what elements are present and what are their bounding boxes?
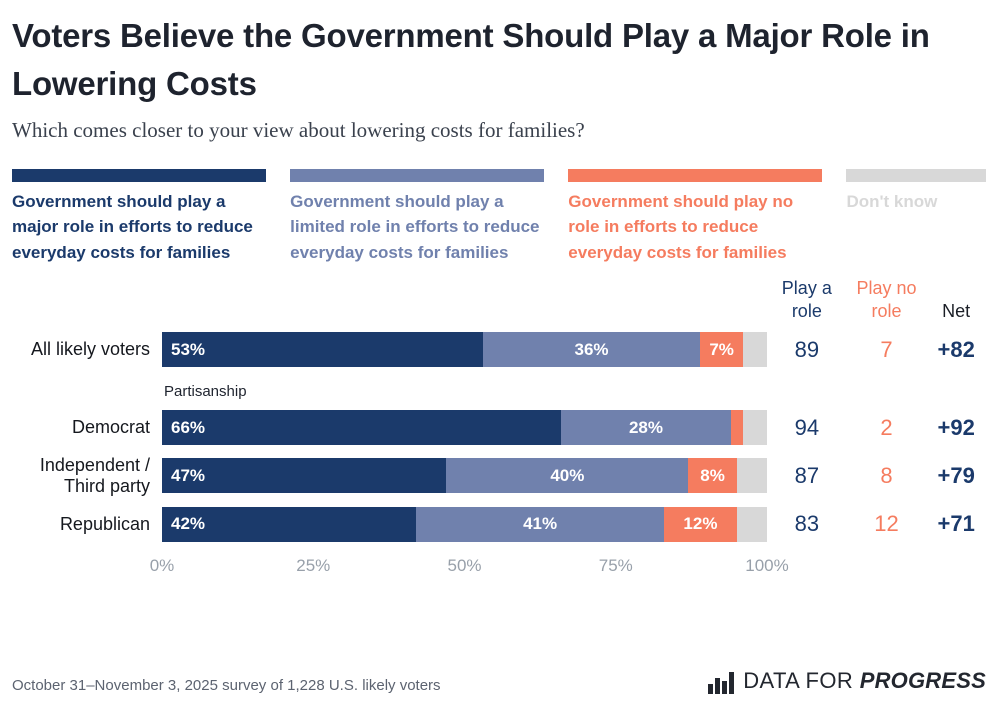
- stacked-bar: 47% 40% 8%: [162, 458, 767, 494]
- bar-segment-dont_know: [742, 332, 767, 368]
- legend-item-major-role: Government should play a major role in e…: [12, 168, 267, 266]
- source-note: October 31–November 3, 2025 survey of 1,…: [12, 677, 441, 694]
- stat-play-no-role: 12: [874, 511, 899, 537]
- bar-segment-major: 53%: [162, 332, 483, 368]
- page-title: Voters Believe the Government Should Pla…: [12, 17, 930, 102]
- legend-item-limited-role: Government should play a limited role in…: [290, 168, 545, 266]
- row-label: Democrat: [71, 417, 150, 438]
- bar-segment-major: 47%: [162, 458, 447, 494]
- stacked-bar: 66% 28%: [162, 410, 767, 446]
- stat-play-a-role: 94: [794, 414, 820, 440]
- bar-segment-limited: 41%: [416, 506, 665, 542]
- stat-net: +79: [937, 462, 975, 488]
- x-axis-tick: 25%: [296, 555, 331, 575]
- bar-segment-limited: 40%: [446, 458, 689, 494]
- bar-segment-dont_know: [742, 410, 767, 446]
- legend-label-dont-know: Don't know: [846, 191, 938, 211]
- legend-swatch-dont-know: [846, 168, 986, 182]
- stacked-bar: 53% 36% 7%: [162, 332, 767, 368]
- stat-net: +82: [937, 336, 975, 362]
- logo-text-regular: DATA FOR: [743, 668, 860, 693]
- stat-play-no-role: 8: [880, 462, 893, 488]
- legend-item-dont-know: Don't know: [846, 168, 986, 266]
- bar-segment-no_role: 12%: [664, 506, 737, 542]
- legend: Government should play a major role in e…: [12, 168, 986, 266]
- footer: October 31–November 3, 2025 survey of 1,…: [12, 668, 986, 694]
- bar-chart-icon: [708, 672, 735, 694]
- bar-segment-major: 42%: [162, 506, 417, 542]
- stat-play-a-role: 83: [794, 511, 820, 537]
- stats-header-net: Net: [942, 300, 971, 321]
- x-axis-tick: 50%: [447, 555, 482, 575]
- stat-play-a-role: 87: [794, 462, 820, 488]
- row-label: Republican: [59, 513, 150, 534]
- bar-segment-dont_know: [736, 506, 767, 542]
- x-axis-tick: 0%: [149, 555, 175, 575]
- bar-segment-no_role: 8%: [688, 458, 737, 494]
- legend-swatch-no-role: [568, 168, 823, 182]
- stat-net: +71: [937, 511, 975, 537]
- stats-header-play-no-role: Play no role: [856, 278, 917, 321]
- data-for-progress-logo: DATA FOR PROGRESS: [708, 668, 986, 694]
- stacked-bar: 42% 41% 12%: [162, 506, 767, 542]
- logo-text: DATA FOR PROGRESS: [743, 668, 986, 694]
- legend-label-limited-role: Government should play a limited role in…: [290, 191, 540, 262]
- bar-segment-limited: 36%: [482, 332, 701, 368]
- stat-net: +92: [937, 414, 975, 440]
- legend-label-no-role: Government should play no role in effort…: [568, 191, 794, 262]
- x-axis-tick: 100%: [745, 555, 789, 575]
- bar-segment-dont_know: [736, 458, 767, 494]
- chart-row-democrat: Democrat 66% 28% 94 2 +92: [12, 410, 986, 446]
- stats-headers: Play a role Play no role Net: [12, 277, 986, 322]
- chart-subtitle: Which comes closer to your view about lo…: [12, 117, 585, 142]
- bar-segment-no_role: [730, 410, 743, 446]
- legend-label-major-role: Government should play a major role in e…: [12, 191, 253, 262]
- chart-row-independent: Independent / Third party 47% 40% 8% 87 8 …: [12, 455, 986, 496]
- chart-row-republican: Republican 42% 41% 12% 83 12 +71: [12, 506, 986, 542]
- row-label: All likely voters: [30, 339, 150, 360]
- stat-play-no-role: 2: [880, 414, 893, 440]
- logo-text-bold: PROGRESS: [859, 668, 986, 693]
- x-axis-tick: 75%: [598, 555, 633, 575]
- stat-play-no-role: 7: [880, 336, 893, 362]
- bar-segment-no_role: 7%: [700, 332, 743, 368]
- legend-swatch-major-role: [12, 168, 267, 182]
- legend-swatch-limited-role: [290, 168, 545, 182]
- legend-item-no-role: Government should play no role in effort…: [568, 168, 823, 266]
- x-axis: 0% 25% 50% 75% 100%: [150, 552, 789, 576]
- bar-segment-limited: 28%: [561, 410, 731, 446]
- row-label: Independent / Third party: [39, 455, 150, 496]
- chart-row-all-likely-voters: All likely voters 53% 36% 7% 89 7 +82: [12, 332, 986, 368]
- stats-header-play-a-role: Play a role: [781, 278, 832, 321]
- section-label-partisanship: Partisanship: [164, 383, 247, 401]
- stat-play-a-role: 89: [794, 336, 820, 362]
- bar-segment-major: 66%: [162, 410, 562, 446]
